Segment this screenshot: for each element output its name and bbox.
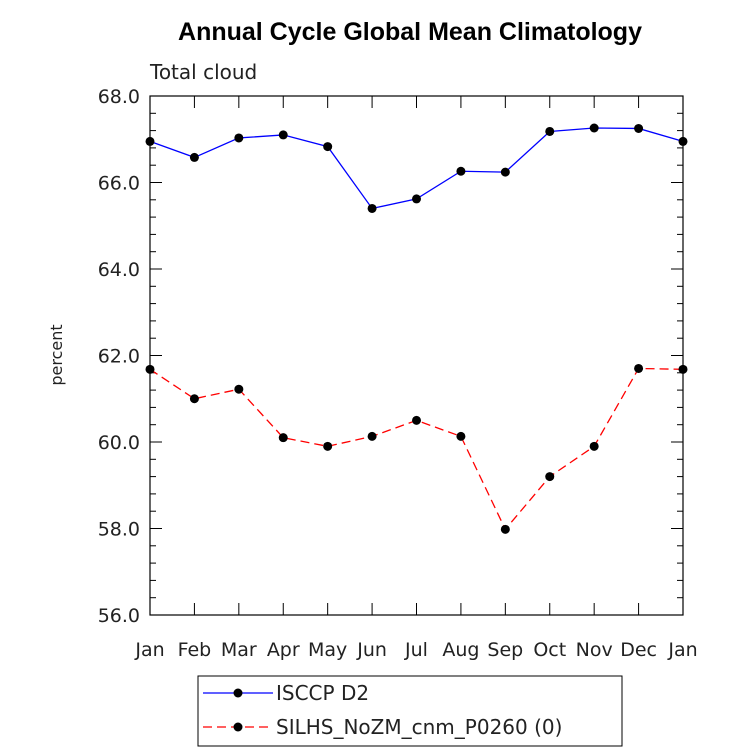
data-point (234, 384, 244, 394)
x-tick-label: Apr (267, 639, 300, 661)
legend-marker-silhs (233, 722, 243, 732)
data-point (500, 167, 510, 177)
y-tick-label: 64.0 (98, 259, 140, 281)
data-point (412, 194, 421, 204)
data-point (145, 364, 155, 374)
data-point (278, 130, 288, 140)
data-point (634, 363, 644, 373)
x-tick-label: Feb (178, 639, 212, 661)
data-point (456, 431, 466, 441)
data-point (589, 123, 599, 133)
data-point (145, 136, 155, 146)
legend-box (197, 675, 623, 747)
y-tick-label: 62.0 (98, 346, 140, 368)
y-tick-label: 66.0 (98, 173, 140, 195)
axis-ticks (149, 95, 684, 616)
data-point (456, 166, 466, 176)
chart-subtitle: Total cloud (149, 60, 257, 84)
data-point (500, 524, 510, 534)
data-point (189, 152, 199, 162)
data-point (189, 394, 199, 404)
data-point (367, 431, 377, 441)
series-line-1 (149, 367, 684, 531)
series-layer (145, 123, 688, 534)
y-tick-labels: 56.0 58.0 60.0 62.0 64.0 66.0 68.0 (98, 86, 140, 627)
data-point (589, 441, 599, 451)
x-tick-label: Mar (221, 639, 257, 661)
x-tick-label: May (308, 639, 347, 661)
y-tick-label: 58.0 (98, 519, 140, 541)
y-axis-label: percent (47, 324, 66, 385)
data-point (278, 433, 288, 443)
data-point (545, 126, 555, 136)
x-tick-label: Jan (134, 639, 164, 661)
data-point (367, 203, 377, 213)
y-tick-label: 68.0 (98, 86, 140, 108)
legend-label-isccp: ISCCP D2 (276, 681, 369, 705)
y-tick-label: 56.0 (98, 605, 140, 627)
legend-marker-isccp (233, 688, 243, 698)
legend-label-silhs: SILHS_NoZM_cnm_P0260 (0) (276, 715, 562, 739)
x-tick-label: Jun (356, 639, 387, 661)
x-tick-label: Dec (620, 639, 657, 661)
x-tick-label: Nov (576, 639, 613, 661)
y-tick-label: 60.0 (98, 432, 140, 454)
data-point (323, 142, 333, 152)
data-point (545, 472, 555, 482)
x-tick-label: Aug (442, 639, 479, 661)
data-point (234, 133, 244, 143)
data-point (678, 136, 688, 146)
x-tick-labels: Jan Feb Mar Apr May Jun Jul Aug Sep Oct Nov Dec Jan (134, 639, 697, 661)
data-point (678, 364, 688, 374)
data-point (323, 441, 333, 451)
data-point (634, 123, 644, 133)
chart-title: Annual Cycle Global Mean Climatology (178, 18, 642, 46)
x-tick-label: Jul (404, 639, 428, 661)
x-tick-label: Oct (533, 639, 566, 661)
x-tick-label: Jan (667, 639, 697, 661)
data-point (412, 415, 421, 425)
plot-frame (149, 95, 684, 616)
x-tick-label: Sep (487, 639, 523, 661)
